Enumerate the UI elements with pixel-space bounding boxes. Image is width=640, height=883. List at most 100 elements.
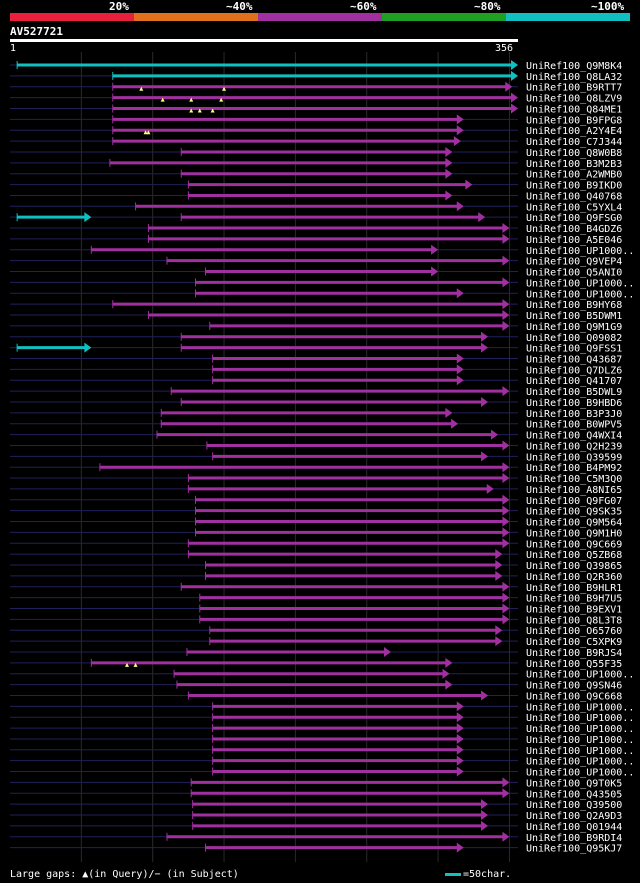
hit-label: UniRef100_Q9C668	[526, 691, 622, 702]
gap-triangle	[222, 86, 227, 91]
hit-label: UniRef100_B9RTT7	[526, 83, 622, 94]
hit-label: UniRef100_B9EXV1	[526, 605, 622, 616]
hit-end-arrow	[456, 744, 464, 755]
hit-label: UniRef100_Q39599	[526, 452, 622, 463]
footer-legend-gaps: Large gaps: ▲(in Query)/− (in Subject)	[10, 869, 239, 880]
hit-end-arrow	[502, 777, 510, 788]
hit-end-arrow	[431, 266, 439, 277]
hit-end-arrow	[478, 212, 486, 223]
hit-end-arrow	[502, 494, 510, 505]
hit-end-arrow	[502, 310, 510, 321]
hit-end-arrow	[511, 92, 518, 103]
legend-label: ~100%	[591, 0, 625, 13]
hit-end-arrow	[486, 483, 494, 494]
hit-label: UniRef100_B5DWL9	[526, 387, 622, 398]
hit-label: UniRef100_Q7DLZ6	[526, 365, 622, 376]
hit-label: UniRef100_B5DWM1	[526, 311, 622, 322]
gap-triangle	[133, 662, 138, 667]
legend-segment	[506, 13, 630, 21]
hit-label: UniRef100_UP1000..	[526, 713, 634, 724]
hit-label: UniRef100_C7J344	[526, 137, 622, 148]
hit-end-arrow	[456, 755, 464, 766]
hit-end-arrow	[445, 168, 453, 179]
hit-label: UniRef100_B9HLR1	[526, 583, 622, 594]
hit-label: UniRef100_A2WMB0	[526, 170, 622, 181]
hit-label: UniRef100_B3M2B3	[526, 159, 622, 170]
hit-end-arrow	[445, 657, 453, 668]
hit-label: UniRef100_Q9SN46	[526, 681, 622, 692]
hit-end-arrow	[465, 179, 473, 190]
hit-label: UniRef100_Q2H239	[526, 441, 622, 452]
hit-end-arrow	[495, 636, 503, 647]
hit-label: UniRef100_UP1000..	[526, 246, 634, 257]
hit-label: UniRef100_Q84ME1	[526, 104, 622, 115]
hit-end-arrow	[456, 125, 464, 136]
gap-triangle	[139, 86, 144, 91]
hit-label: UniRef100_B9IKD0	[526, 181, 622, 192]
hit-end-arrow	[502, 320, 510, 331]
hit-label: UniRef100_B9RJS4	[526, 648, 622, 659]
hit-label: UniRef100_UP1000..	[526, 670, 634, 681]
hit-end-arrow	[481, 396, 489, 407]
hit-end-arrow	[456, 701, 464, 712]
gap-triangle	[219, 97, 224, 102]
scale-swatch	[445, 872, 461, 876]
hit-end-arrow	[502, 603, 510, 614]
axis-end-label: 356	[495, 43, 514, 54]
gap-triangle	[125, 662, 130, 667]
hit-end-arrow	[502, 516, 510, 527]
query-axis	[10, 39, 518, 42]
footer-scale: =50char.	[445, 869, 511, 880]
hit-label: UniRef100_Q9M1G9	[526, 322, 622, 333]
hit-label: UniRef100_Q9M8K4	[526, 61, 622, 72]
hit-end-arrow	[495, 549, 503, 560]
hit-end-arrow	[502, 223, 510, 234]
hit-end-arrow	[431, 244, 439, 255]
hit-end-arrow	[481, 810, 489, 821]
hit-label: UniRef100_B9FPG8	[526, 115, 622, 126]
hit-end-arrow	[502, 255, 510, 266]
hit-end-arrow	[505, 81, 513, 92]
hit-end-arrow	[451, 418, 459, 429]
hit-end-arrow	[445, 190, 453, 201]
axis-start-label: 1	[10, 43, 17, 54]
hit-label: UniRef100_B9HY68	[526, 300, 622, 311]
hit-end-arrow	[84, 212, 92, 223]
gap-triangle	[189, 108, 194, 113]
hit-label: UniRef100_A5E046	[526, 235, 622, 246]
hit-label: UniRef100_Q8LA32	[526, 72, 622, 83]
hit-end-arrow	[456, 375, 464, 386]
hit-label: UniRef100_Q9VEP4	[526, 257, 622, 268]
hit-label: UniRef100_Q4WXI4	[526, 431, 622, 442]
hit-label: UniRef100_Q9FSG0	[526, 213, 622, 224]
gap-triangle	[197, 108, 202, 113]
hit-label: UniRef100_Q8W0B8	[526, 148, 622, 159]
hit-end-arrow	[502, 386, 510, 397]
hit-label: UniRef100_Q43505	[526, 789, 622, 800]
hit-label: UniRef100_Q39865	[526, 561, 622, 572]
hit-end-arrow	[502, 473, 510, 484]
hit-end-arrow	[502, 581, 510, 592]
hit-end-arrow	[84, 342, 92, 353]
hit-label: UniRef100_C5M3Q0	[526, 474, 622, 485]
hit-end-arrow	[456, 353, 464, 364]
hit-end-arrow	[445, 157, 453, 168]
hit-label: UniRef100_Q95KJ7	[526, 844, 622, 855]
hit-end-arrow	[481, 690, 489, 701]
hit-end-arrow	[502, 440, 510, 451]
hit-label: UniRef100_UP1000..	[526, 724, 634, 735]
hit-end-arrow	[502, 505, 510, 516]
hit-label: UniRef100_Q5ZB68	[526, 550, 622, 561]
hit-end-arrow	[456, 842, 464, 853]
hit-label: UniRef100_B3P3J0	[526, 409, 622, 420]
hit-label: UniRef100_A2Y4E4	[526, 126, 622, 137]
hit-end-arrow	[442, 668, 450, 679]
hit-end-arrow	[456, 114, 464, 125]
query-title: AV527721	[10, 25, 63, 38]
hit-label: UniRef100_UP1000..	[526, 757, 634, 768]
hit-label: UniRef100_Q40768	[526, 191, 622, 202]
hit-label: UniRef100_Q9FSS1	[526, 344, 622, 355]
hit-label: UniRef100_UP1000..	[526, 768, 634, 779]
hit-end-arrow	[502, 788, 510, 799]
